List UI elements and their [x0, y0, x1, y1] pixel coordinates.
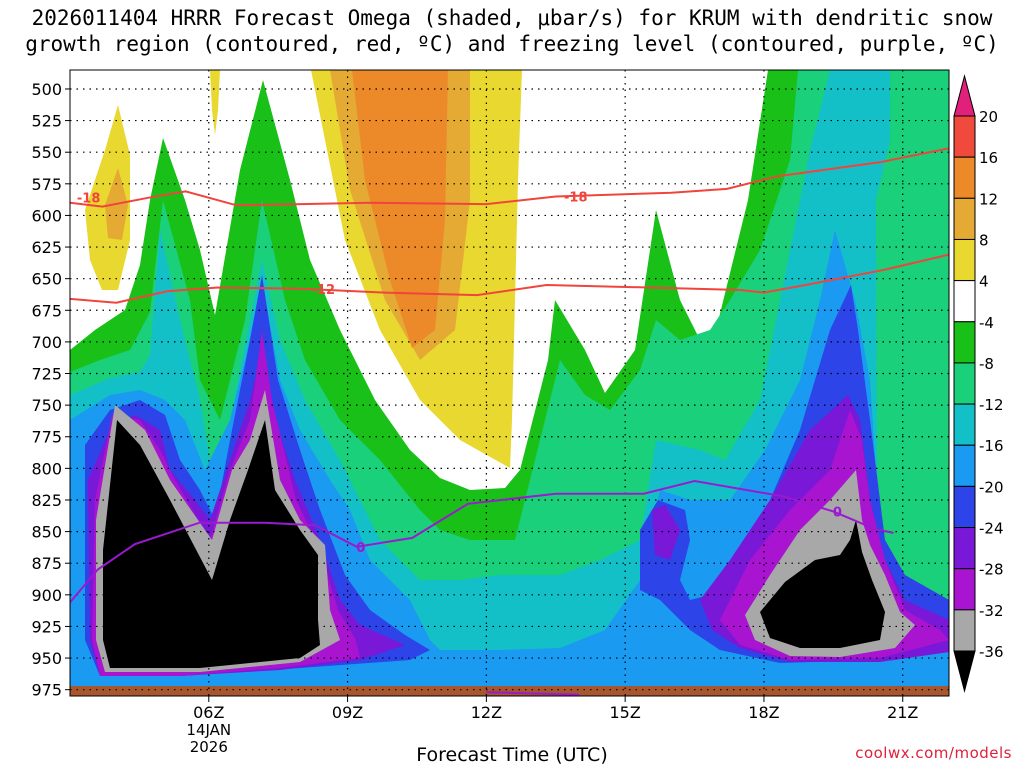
freezing-level-line	[70, 479, 894, 604]
y-tick-label: 725	[31, 365, 62, 384]
x-axis-label: Forecast Time (UTC)	[416, 744, 608, 766]
plot-frame	[69, 69, 950, 697]
colorbar-segment	[953, 197, 976, 240]
colorbar-label: -4	[979, 314, 994, 332]
colorbar-segment	[953, 280, 976, 323]
freezing-level-contour: 00	[70, 479, 894, 696]
y-tick-label: 875	[31, 554, 62, 573]
y-tick-label: 775	[31, 428, 62, 447]
y-tick-label: 750	[31, 396, 62, 415]
y-tick-label: 675	[31, 301, 62, 320]
omega-fill-4c	[210, 70, 220, 135]
colorbar-label: -20	[979, 478, 1004, 496]
x-tick-label: 06Z	[193, 703, 224, 722]
y-tick-label: 500	[31, 80, 62, 99]
colorbar-segment	[953, 362, 976, 405]
omega-shading	[70, 70, 949, 696]
dgz-contour-line	[70, 253, 949, 304]
colorbar-segment	[953, 321, 976, 364]
colorbar-bottom-arrow	[953, 650, 976, 693]
colorbar-segment	[953, 527, 976, 570]
dgz-contour-label: -18	[564, 190, 588, 205]
y-tick-label: 600	[31, 206, 62, 225]
y-tick-label: 900	[31, 586, 62, 605]
y-tick-label: 925	[31, 617, 62, 636]
dgz-contour-line	[70, 147, 949, 208]
colorbar-label: -36	[979, 643, 1004, 661]
colorbar-label: 8	[979, 231, 989, 249]
y-tick-label: 575	[31, 175, 62, 194]
omega-fill-below	[103, 420, 885, 668]
colorbar-label: -12	[979, 396, 1004, 414]
colorbar-label: 16	[979, 149, 998, 167]
x-date-label: 14JAN	[186, 721, 231, 739]
freezing-level-surface-segment	[486, 691, 579, 696]
y-tick-label: 950	[31, 649, 62, 668]
x-tick-label: 12Z	[471, 703, 502, 722]
y-tick-label: 525	[31, 112, 62, 131]
y-tick-label: 625	[31, 238, 62, 257]
colorbar-segment	[953, 444, 976, 487]
grid-lines	[70, 70, 949, 696]
colorbar-segment	[953, 238, 976, 282]
y-tick-label: 700	[31, 333, 62, 352]
omega-fill-12	[352, 70, 448, 348]
x-tick-label: 09Z	[332, 703, 363, 722]
freezing-level-label: 0	[833, 505, 842, 520]
colorbar-label: 4	[979, 273, 989, 291]
colorbar-segment	[953, 609, 976, 652]
chart-title-line1: 2026011404 HRRR Forecast Omega (shaded, …	[31, 6, 993, 30]
credit-text: coolwx.com/models	[855, 744, 1012, 762]
chart-title-line2: growth region (contoured, red, ºC) and f…	[25, 32, 999, 56]
colorbar-segment	[953, 156, 976, 199]
y-tick-label: 825	[31, 491, 62, 510]
colorbar-label: -16	[979, 437, 1004, 455]
dgz-contour-label: -12	[312, 283, 336, 298]
y-tick-label: 975	[31, 681, 62, 700]
colorbar-top-arrow	[953, 74, 976, 117]
dgz-contour-label: -18	[77, 192, 101, 207]
colorbar-label: -24	[979, 520, 1004, 538]
colorbar-label: -32	[979, 602, 1004, 620]
x-tick-label: 15Z	[609, 703, 640, 722]
y-tick-label: 550	[31, 143, 62, 162]
freezing-level-label: 0	[356, 541, 365, 556]
y-tick-label: 850	[31, 523, 62, 542]
colorbar-segment	[953, 568, 976, 611]
colorbar-segment	[953, 403, 976, 446]
colorbar: 20 16 12 8 4 -4 -8 -12 -16 -20 -24 -28 -32 -36	[953, 74, 1004, 693]
colorbar-label: -28	[979, 561, 1004, 579]
y-tick-label: 800	[31, 459, 62, 478]
colorbar-segment	[953, 485, 976, 529]
y-axis: 500 525 550 575 600 625 650 675 700 725 750 775 800 8…	[31, 80, 70, 700]
x-tick-label: 21Z	[887, 703, 918, 722]
terrain-strip	[70, 686, 949, 696]
y-tick-label: 650	[31, 270, 62, 289]
colorbar-label: 20	[979, 108, 998, 126]
colorbar-segment	[953, 115, 976, 158]
dgz-contours: -18 -18 -12	[70, 147, 949, 304]
x-year-label: 2026	[190, 738, 228, 756]
colorbar-label: 12	[979, 190, 998, 208]
colorbar-label: -8	[979, 355, 994, 373]
omega-fill-4b	[85, 105, 130, 290]
x-tick-label: 18Z	[748, 703, 779, 722]
